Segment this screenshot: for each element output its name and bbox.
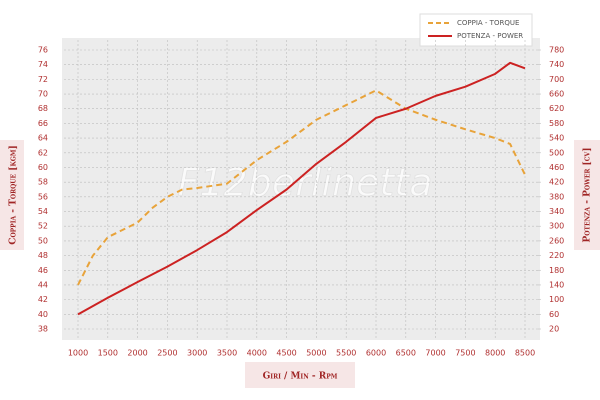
- series-line: [77, 61, 526, 316]
- x-axis-label: Giri / Min - Rpm: [263, 372, 338, 382]
- y-tick-label: 64: [38, 134, 48, 143]
- y2-tick-label: 580: [549, 119, 564, 128]
- y2-tick-label: 180: [549, 266, 564, 275]
- y-tick-label: 60: [38, 163, 48, 172]
- x-tick-label: 8500: [515, 349, 535, 358]
- series-line: [77, 89, 526, 286]
- y2-tick-label: 260: [549, 236, 564, 245]
- y2-tick-label: 380: [549, 192, 564, 201]
- y-tick-label: 50: [38, 236, 48, 245]
- x-tick-label: 8000: [485, 349, 505, 358]
- y2-tick-label: 460: [549, 163, 564, 172]
- y-tick-label: 74: [38, 60, 48, 69]
- x-tick-label: 2500: [157, 349, 177, 358]
- y-tick-label: 42: [38, 295, 48, 304]
- x-tick-label: 1500: [98, 349, 118, 358]
- y-tick-label: 40: [38, 310, 48, 319]
- x-tick-label: 3000: [187, 349, 207, 358]
- x-tick-label: 6500: [396, 349, 416, 358]
- y-tick-label: 76: [38, 46, 48, 55]
- y-tick-label: 66: [38, 119, 48, 128]
- x-tick-label: 2000: [127, 349, 147, 358]
- x-tick-label: 1000: [68, 349, 88, 358]
- y-tick-label: 44: [38, 280, 48, 289]
- legend: [419, 13, 533, 47]
- y2-tick-label: 700: [549, 75, 564, 84]
- y2-tick-label: 300: [549, 222, 564, 231]
- x-tick-label: 3500: [217, 349, 237, 358]
- y2-tick-label: 20: [549, 325, 559, 334]
- y2-tick-label: 340: [549, 207, 564, 216]
- y2-tick-label: 500: [549, 148, 564, 157]
- y-tick-label: 56: [38, 192, 48, 201]
- y-tick-label: 46: [38, 266, 48, 275]
- y-tick-label: 72: [38, 75, 48, 84]
- y2-axis-label: Potenza - Power [cv]: [583, 148, 593, 243]
- legend-label: POTENZA - POWER: [457, 32, 523, 40]
- y-tick-label: 52: [38, 222, 48, 231]
- x-tick-label: 6000: [366, 349, 386, 358]
- y-axis-label: Coppia - Torque [kgm]: [9, 145, 19, 244]
- watermark: F12berlinetta: [178, 161, 433, 205]
- y2-tick-label: 220: [549, 251, 564, 260]
- x-label-box: [245, 362, 355, 388]
- y2-tick-label: 540: [549, 134, 564, 143]
- y2-tick-label: 140: [549, 280, 564, 289]
- y-label-box: [0, 140, 24, 250]
- legend-label: COPPIA - TORQUE: [457, 19, 519, 27]
- y-tick-label: 70: [38, 90, 48, 99]
- y2-label-box: [574, 140, 600, 250]
- y2-tick-label: 660: [549, 90, 564, 99]
- y-tick-label: 48: [38, 251, 48, 260]
- y2-tick-label: 60: [549, 310, 559, 319]
- y2-tick-label: 780: [549, 46, 564, 55]
- y2-tick-label: 420: [549, 178, 564, 187]
- y-tick-label: 62: [38, 148, 48, 157]
- x-tick-label: 5500: [336, 349, 356, 358]
- y-tick-label: 38: [38, 325, 48, 334]
- y-tick-label: 68: [38, 104, 48, 113]
- y2-tick-label: 100: [549, 295, 564, 304]
- x-tick-label: 5000: [306, 349, 326, 358]
- x-tick-label: 7000: [425, 349, 445, 358]
- y-tick-label: 54: [38, 207, 48, 216]
- x-tick-label: 4500: [276, 349, 296, 358]
- x-tick-label: 4000: [247, 349, 267, 358]
- x-tick-label: 7500: [455, 349, 475, 358]
- y2-tick-label: 620: [549, 104, 564, 113]
- y2-tick-label: 740: [549, 60, 564, 69]
- y-tick-label: 58: [38, 178, 48, 187]
